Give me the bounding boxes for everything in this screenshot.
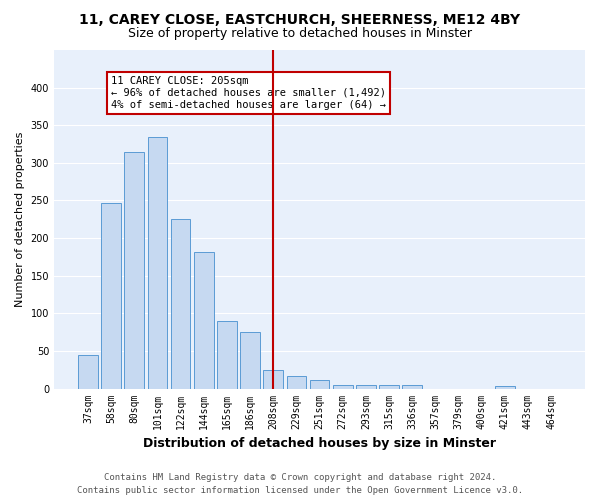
X-axis label: Distribution of detached houses by size in Minster: Distribution of detached houses by size … (143, 437, 496, 450)
Text: Size of property relative to detached houses in Minster: Size of property relative to detached ho… (128, 28, 472, 40)
Text: 11, CAREY CLOSE, EASTCHURCH, SHEERNESS, ME12 4BY: 11, CAREY CLOSE, EASTCHURCH, SHEERNESS, … (79, 12, 521, 26)
Bar (194, 252, 214, 388)
Bar (333, 385, 353, 388)
Bar (263, 370, 283, 388)
Bar (287, 376, 306, 388)
Bar (148, 136, 167, 388)
Bar (171, 218, 190, 388)
Bar (402, 385, 422, 388)
Bar (379, 385, 399, 388)
Bar (240, 332, 260, 388)
Bar (101, 204, 121, 388)
Bar (356, 385, 376, 388)
Bar (310, 380, 329, 388)
Bar (78, 356, 98, 388)
Bar (495, 386, 515, 388)
Bar (217, 321, 237, 388)
Y-axis label: Number of detached properties: Number of detached properties (15, 132, 25, 307)
Text: 11 CAREY CLOSE: 205sqm
← 96% of detached houses are smaller (1,492)
4% of semi-d: 11 CAREY CLOSE: 205sqm ← 96% of detached… (111, 76, 386, 110)
Bar (124, 152, 144, 388)
Text: Contains HM Land Registry data © Crown copyright and database right 2024.
Contai: Contains HM Land Registry data © Crown c… (77, 474, 523, 495)
